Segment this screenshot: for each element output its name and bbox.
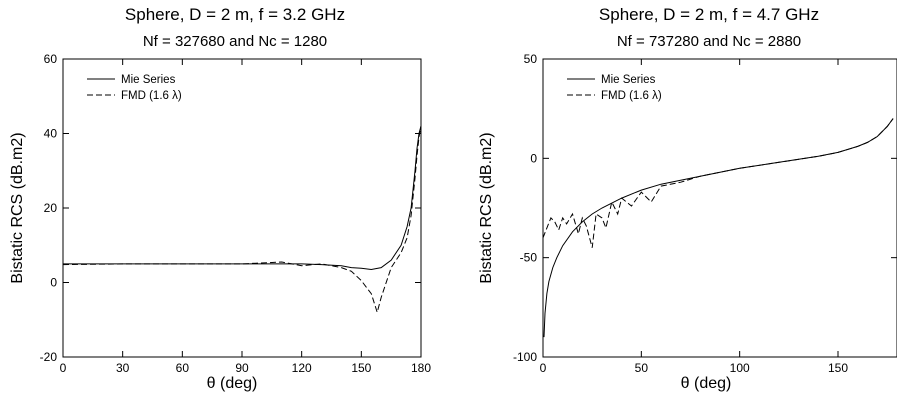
left-chart-y-tick-label-2: 20	[44, 201, 58, 215]
right-chart-x-tick-label-3: 150	[828, 361, 848, 375]
right-chart-y-axis-label: Bistatic RCS (dB.m2)	[478, 132, 495, 283]
right-chart-legend-label-0: Mie Series	[601, 74, 656, 86]
left-chart-y-tick-label-0: -20	[40, 350, 58, 364]
left-chart-plot-frame	[63, 59, 421, 357]
right-chart-x-tick-label-0: 0	[540, 361, 547, 375]
left-chart-series-1	[63, 126, 421, 312]
left-chart-y-tick-label-4: 60	[44, 52, 58, 66]
left-chart-x-tick-label-4: 120	[292, 361, 312, 375]
right-chart-x-ticks: 0 50 100 150	[540, 59, 849, 375]
left-chart-subtitle: Nf = 327680 and Nc = 1280	[143, 33, 327, 50]
left-chart-y-axis-label: Bistatic RCS (dB.m2)	[9, 132, 26, 283]
left-chart-x-tick-label-3: 90	[235, 361, 249, 375]
right-chart: Sphere, D = 2 m, f = 4.7 GHz Nf = 737280…	[478, 5, 897, 392]
right-chart-y-tick-label-1: -50	[520, 251, 538, 265]
left-chart-x-tick-label-0: 0	[60, 361, 67, 375]
right-chart-subtitle: Nf = 737280 and Nc = 2880	[617, 33, 801, 50]
left-chart-title: Sphere, D = 2 m, f = 3.2 GHz	[125, 5, 345, 24]
right-chart-series	[543, 119, 893, 338]
left-chart-x-tick-label-5: 150	[351, 361, 371, 375]
left-chart-x-tick-label-6: 180	[411, 361, 431, 375]
right-chart-y-tick-label-0: -100	[513, 350, 537, 364]
left-chart-x-tick-label-1: 30	[116, 361, 130, 375]
left-chart-x-axis-label: θ (deg)	[207, 375, 258, 392]
left-chart: Sphere, D = 2 m, f = 3.2 GHz Nf = 327680…	[9, 5, 431, 392]
left-chart-series-0	[63, 126, 421, 270]
left-chart-legend-label-1: FMD (1.6 λ)	[121, 90, 182, 102]
right-chart-plot-frame	[543, 59, 897, 357]
right-chart-x-tick-label-1: 50	[635, 361, 649, 375]
left-chart-x-tick-label-2: 60	[176, 361, 190, 375]
left-chart-y-tick-label-1: 0	[50, 276, 57, 290]
right-chart-x-axis-label: θ (deg)	[681, 375, 732, 392]
left-chart-series	[63, 126, 421, 312]
left-chart-legend: Mie Series FMD (1.6 λ)	[87, 74, 182, 102]
left-chart-y-tick-label-3: 40	[44, 127, 58, 141]
right-chart-legend: Mie Series FMD (1.6 λ)	[567, 74, 662, 102]
left-chart-legend-label-0: Mie Series	[121, 74, 176, 86]
right-chart-series-1	[543, 119, 893, 248]
right-chart-y-tick-label-3: 50	[524, 52, 538, 66]
right-chart-title: Sphere, D = 2 m, f = 4.7 GHz	[599, 5, 819, 24]
left-chart-x-ticks: 0 30 60 90 120 150 180	[60, 59, 432, 375]
right-chart-y-ticks: -100 -50 0 50	[513, 52, 897, 364]
right-chart-y-tick-label-2: 0	[530, 151, 537, 165]
right-chart-legend-label-1: FMD (1.6 λ)	[601, 90, 662, 102]
right-chart-x-tick-label-2: 100	[730, 361, 750, 375]
left-chart-y-ticks: -20 0 20 40 60	[40, 52, 421, 364]
